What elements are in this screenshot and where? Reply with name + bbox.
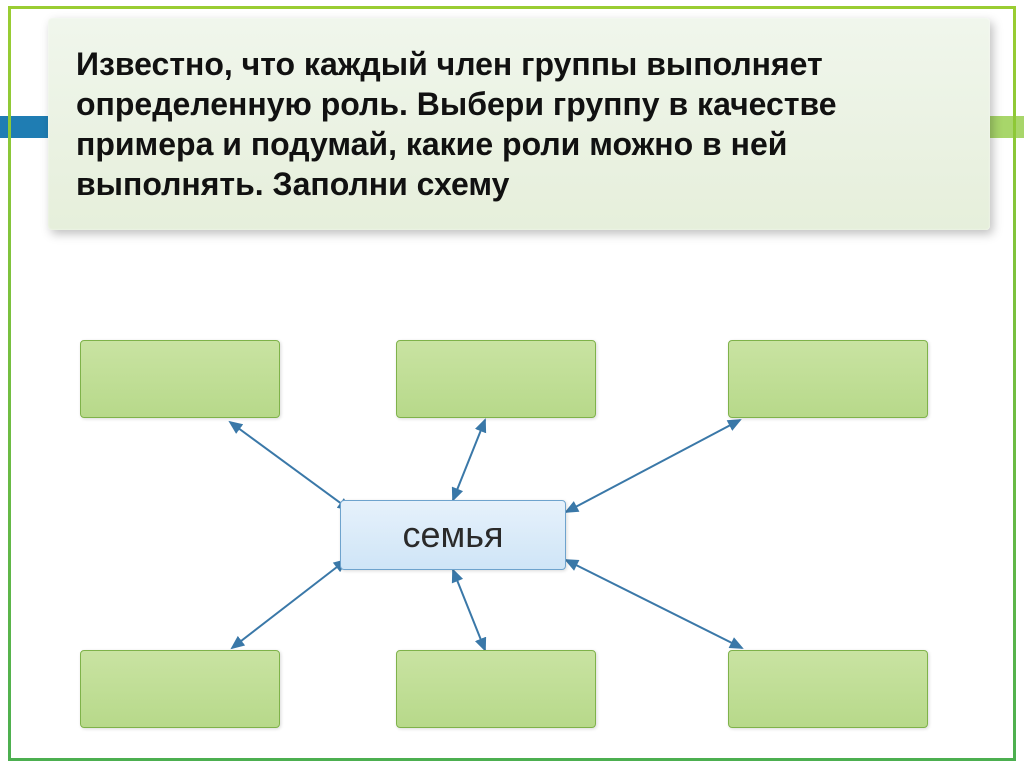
connector-arrow bbox=[566, 420, 740, 512]
role-box-top-right[interactable] bbox=[728, 340, 928, 418]
role-box-bottom-right[interactable] bbox=[728, 650, 928, 728]
role-box-bottom-mid[interactable] bbox=[396, 650, 596, 728]
role-box-top-mid[interactable] bbox=[396, 340, 596, 418]
center-box: семья bbox=[340, 500, 566, 570]
connector-arrow bbox=[453, 420, 485, 500]
connector-arrow bbox=[232, 560, 346, 648]
connector-arrow bbox=[453, 570, 485, 650]
connector-arrow bbox=[566, 560, 742, 648]
role-box-bottom-left[interactable] bbox=[80, 650, 280, 728]
role-box-top-left[interactable] bbox=[80, 340, 280, 418]
connector-arrow bbox=[230, 422, 350, 510]
